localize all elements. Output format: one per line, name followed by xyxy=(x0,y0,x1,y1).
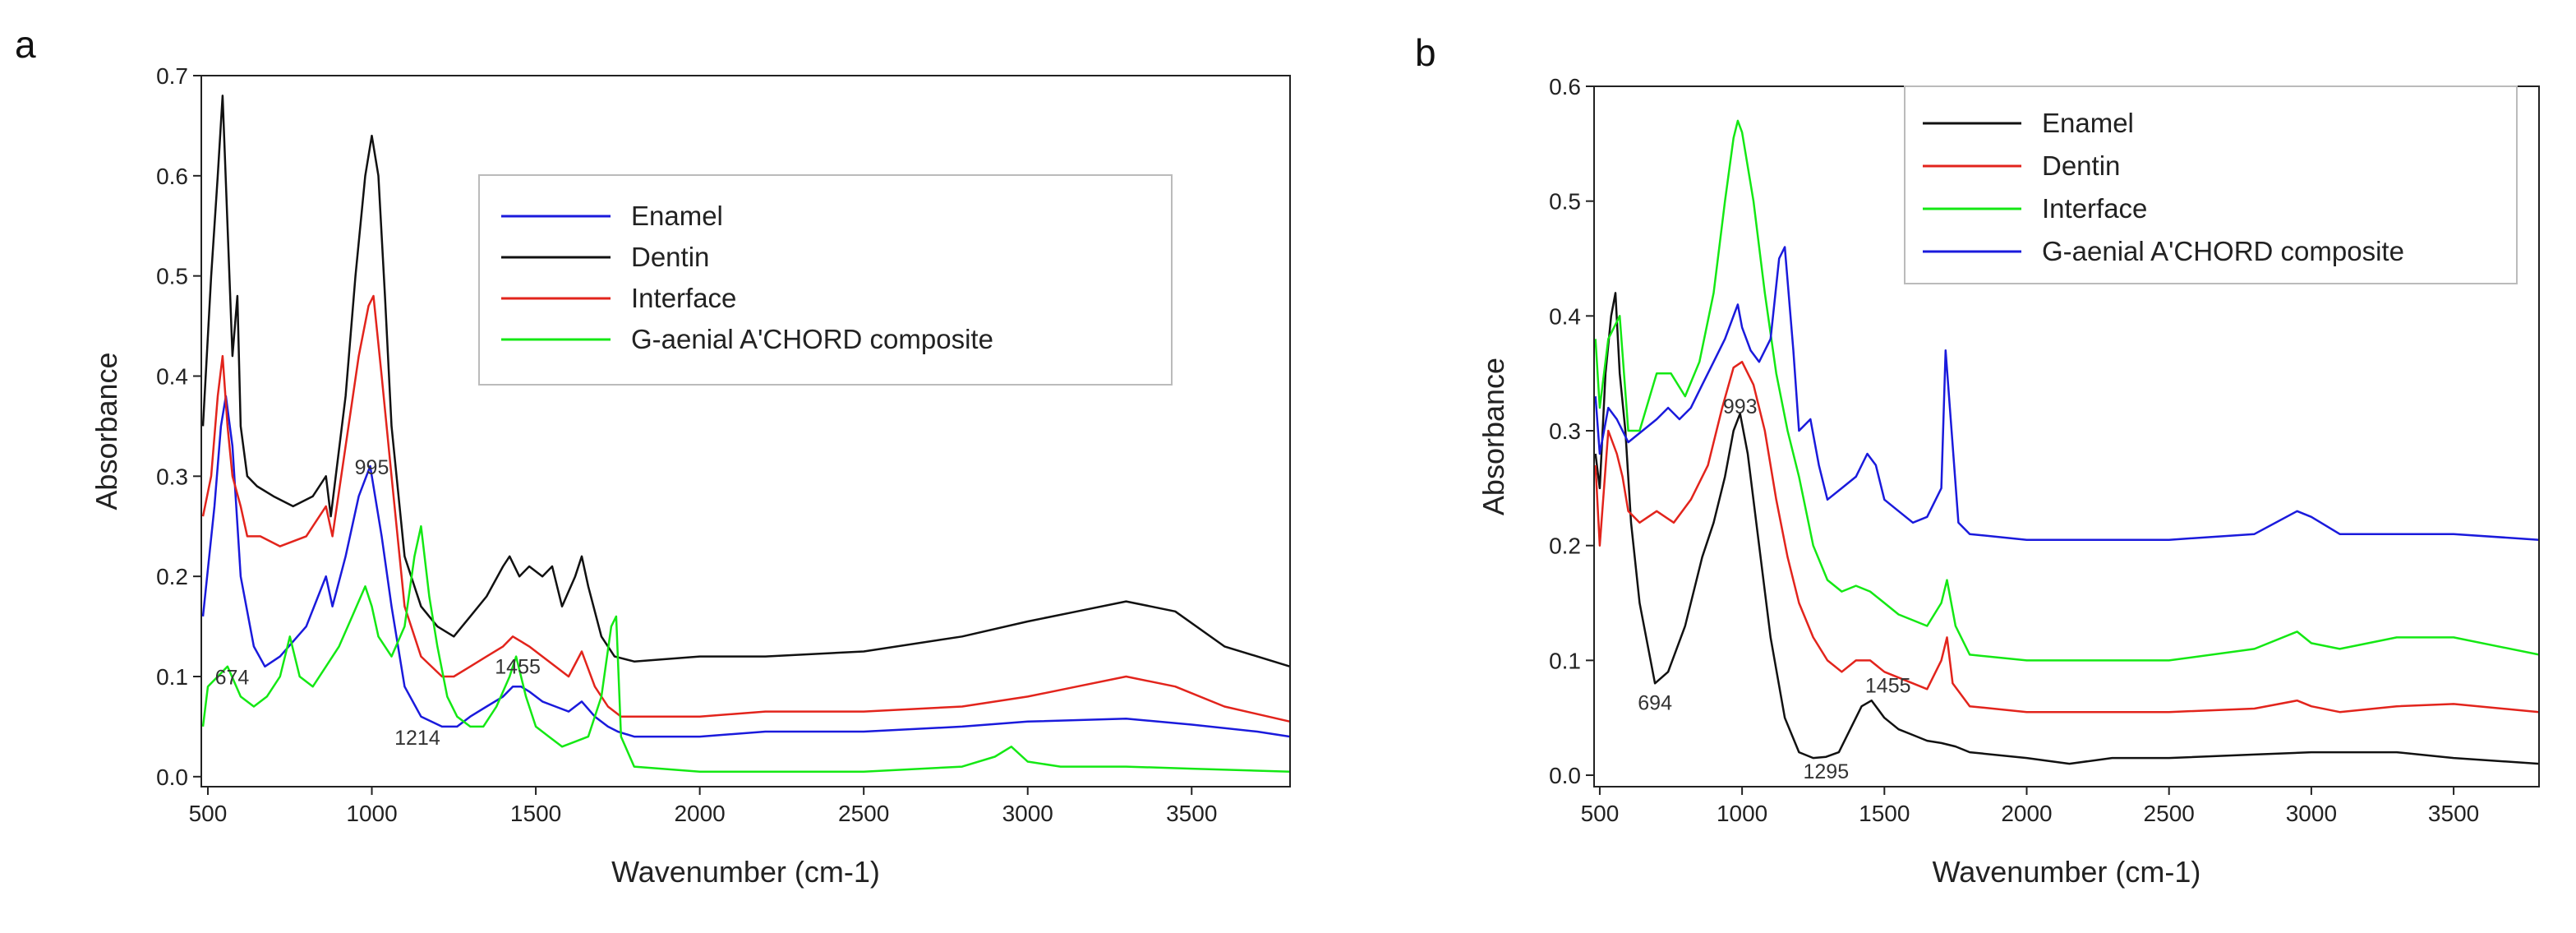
y-tick-label: 0.5 xyxy=(156,264,188,289)
series-line-interface xyxy=(201,294,1291,723)
y-tick-label: 0.2 xyxy=(156,564,188,589)
legend-label: Enamel xyxy=(2042,108,2134,138)
legend-label: Dentin xyxy=(631,242,709,272)
y-axis-title: Absorbance xyxy=(1477,358,1510,515)
x-tick-label: 2500 xyxy=(838,801,889,826)
peak-annotation: 694 xyxy=(1638,691,1672,714)
plot-frame xyxy=(200,75,1291,788)
series-line-enamel xyxy=(201,395,1291,738)
x-tick-label: 500 xyxy=(1581,801,1620,826)
legend-label: G-aenial A'CHORD composite xyxy=(2042,236,2404,266)
peak-annotation: 993 xyxy=(1723,395,1758,418)
peak-annotation: 1455 xyxy=(495,655,541,678)
x-tick-label: 500 xyxy=(189,801,228,826)
x-tick-label: 3500 xyxy=(1166,801,1217,826)
legend-label: Interface xyxy=(2042,193,2147,224)
legend-box xyxy=(478,174,1173,386)
x-tick-label: 3000 xyxy=(2286,801,2337,826)
x-tick-label: 3500 xyxy=(2428,801,2479,826)
x-tick-label: 1000 xyxy=(1717,801,1767,826)
series-line-interface xyxy=(1594,119,2540,662)
series-line-dentin xyxy=(1594,360,2540,714)
y-tick-label: 0.4 xyxy=(1549,303,1581,329)
x-axis-title: Wavenumber (cm-1) xyxy=(1933,855,2201,889)
chart-a: 500 1000 1500 2000 2500 3000 3500 0.0 0.1 0.2 0.3 0… xyxy=(90,63,1291,889)
y-tick-label: 0.3 xyxy=(1549,418,1581,444)
x-axis-title: Wavenumber (cm-1) xyxy=(611,855,880,889)
x-tick-label: 1500 xyxy=(510,801,561,826)
x-tick-label: 3000 xyxy=(1002,801,1053,826)
panel-b-letter: b xyxy=(1415,31,1436,74)
y-tick-label: 0.4 xyxy=(156,363,188,389)
y-tick-label: 0.1 xyxy=(156,664,188,690)
y-tick-label: 0.6 xyxy=(1549,74,1581,99)
y-tick-label: 0.0 xyxy=(1549,763,1581,788)
y-tick-label: 0.1 xyxy=(1549,648,1581,673)
y-tick-label: 0.7 xyxy=(156,63,188,89)
peak-annotation: 1295 xyxy=(1803,760,1849,783)
y-tick-label: 0.0 xyxy=(156,764,188,790)
legend-label: G-aenial A'CHORD composite xyxy=(631,324,993,354)
y-tick-label: 0.6 xyxy=(156,164,188,189)
y-tick-label: 0.2 xyxy=(1549,533,1581,559)
y-axis-title: Absorbance xyxy=(90,352,123,510)
x-tick-label: 1500 xyxy=(1859,801,1910,826)
x-tick-label: 2000 xyxy=(2001,801,2052,826)
y-tick-label: 0.5 xyxy=(1549,189,1581,215)
x-tick-label: 1000 xyxy=(346,801,397,826)
chart-b: 500 1000 1500 2000 2500 3000 3500 0.0 0.1 0.2 0.3 0… xyxy=(1477,74,2540,889)
peak-annotation: 1214 xyxy=(394,727,440,750)
peak-annotation: 674 xyxy=(215,667,250,690)
series-line-g-aenial-a-chord-composite xyxy=(201,524,1291,773)
legend-label: Enamel xyxy=(631,201,723,231)
x-tick-label: 2500 xyxy=(2144,801,2195,826)
legend-label: Dentin xyxy=(2042,150,2120,181)
y-tick-label: 0.3 xyxy=(156,464,188,489)
x-tick-label: 2000 xyxy=(674,801,725,826)
panel-a-letter: a xyxy=(15,23,36,66)
peak-annotation: 995 xyxy=(355,456,389,479)
peak-annotation: 1455 xyxy=(1865,674,1911,697)
series-line-enamel xyxy=(1594,292,2540,765)
series-line-dentin xyxy=(201,95,1291,667)
series-line-g-aenial-a-chord-composite xyxy=(1594,246,2540,541)
legend-label: Interface xyxy=(631,283,736,313)
